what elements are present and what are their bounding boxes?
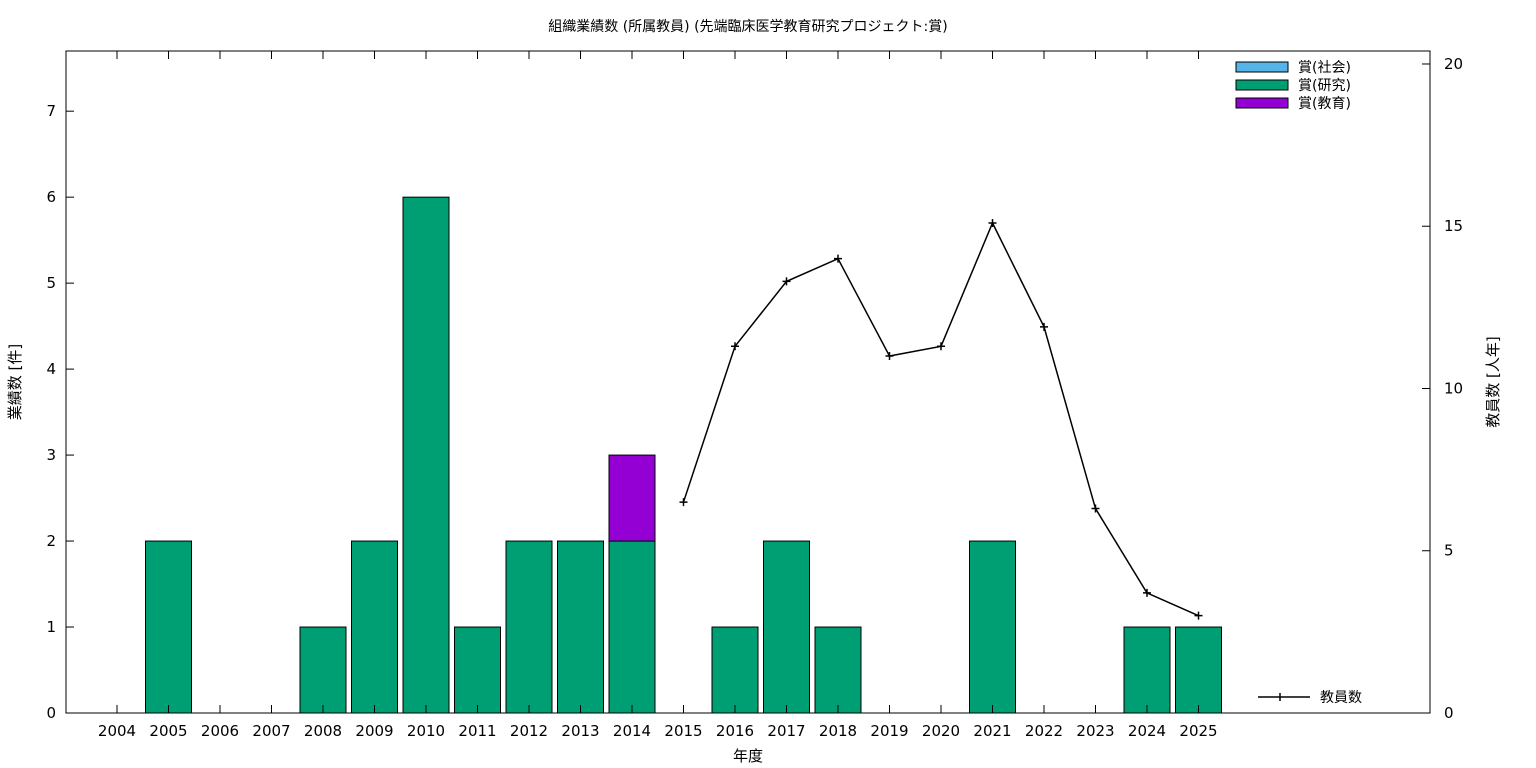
- y-tick-label: 4: [46, 360, 56, 378]
- line-point: [1194, 611, 1203, 620]
- legend-swatch: [1235, 79, 1289, 91]
- x-axis-title: 年度: [733, 747, 763, 765]
- x-tick-label: 2008: [304, 722, 342, 740]
- bar: [711, 626, 759, 714]
- line-point: [1091, 504, 1100, 513]
- y-tick-label: 5: [46, 274, 56, 292]
- y2-tick-label: 10: [1444, 379, 1463, 397]
- legend-swatch: [1235, 97, 1289, 109]
- bars-layer: [145, 196, 1222, 714]
- legend: 賞(社会) 賞(研究) 賞(教育) 教員数: [1235, 60, 1362, 706]
- y-axis-title: 業績数 [件]: [6, 344, 24, 420]
- teacher-count-line: [682, 221, 1199, 617]
- legend-label: 賞(研究): [1298, 78, 1351, 94]
- bar: [402, 196, 450, 714]
- x-tick-label: 2009: [355, 722, 393, 740]
- y2-tick-label: 5: [1444, 542, 1454, 560]
- y-tick-label: 6: [46, 188, 56, 206]
- x-tick-label: 2024: [1128, 722, 1166, 740]
- bar: [454, 626, 501, 714]
- bar: [557, 540, 604, 714]
- bar: [608, 454, 656, 542]
- x-tick-label: 2006: [201, 722, 239, 740]
- x-tick-label: 2021: [973, 722, 1011, 740]
- y-tick-label: 1: [46, 618, 56, 636]
- x-tick-label: 2011: [458, 722, 496, 740]
- line-point: [679, 498, 688, 507]
- y2-tick-label: 0: [1444, 704, 1454, 722]
- x-tick-label: 2007: [252, 722, 290, 740]
- x-tick-label: 2005: [149, 722, 187, 740]
- y2-axis-title: 教員数 [人年]: [1484, 336, 1502, 427]
- x-tick-label: 2023: [1076, 722, 1114, 740]
- legend-label: 賞(社会): [1298, 60, 1351, 76]
- x-tick-label: 2010: [407, 722, 445, 740]
- x-tick-label: 2004: [98, 722, 136, 740]
- y2-tick-label: 20: [1444, 55, 1463, 73]
- x-tick-label: 2017: [767, 722, 805, 740]
- x-tick-label: 2020: [922, 722, 960, 740]
- line-point: [988, 218, 997, 227]
- bar: [1123, 626, 1171, 714]
- bar: [814, 626, 862, 714]
- y-tick-label: 2: [46, 532, 56, 550]
- x-tick-label: 2015: [664, 722, 702, 740]
- bar: [969, 540, 1016, 714]
- line-point: [782, 277, 791, 286]
- bar: [1175, 626, 1222, 714]
- x-tick-label: 2025: [1179, 722, 1217, 740]
- axes-layer: 0 1 2 3 4 5 6 7 0 5 10 15 20 2004 2005 2006 2007 2008 2009…: [46, 51, 1463, 740]
- y2-tick-label: 15: [1444, 217, 1463, 235]
- line-layer: [679, 218, 1203, 620]
- x-tick-label: 2018: [819, 722, 857, 740]
- x-tick-label: 2013: [561, 722, 599, 740]
- bar: [351, 540, 398, 714]
- line-point: [885, 352, 894, 361]
- line-point: [1143, 588, 1151, 597]
- y-tick-label: 0: [46, 704, 56, 722]
- legend-line-label: 教員数: [1320, 690, 1362, 706]
- x-tick-label: 2016: [716, 722, 754, 740]
- bar: [763, 540, 810, 714]
- bar: [145, 540, 192, 714]
- line-point: [731, 342, 739, 351]
- line-point: [834, 254, 842, 263]
- x-tick-label: 2022: [1025, 722, 1063, 740]
- bar: [608, 540, 656, 714]
- x-tick-label: 2019: [870, 722, 908, 740]
- x-tick-label: 2012: [510, 722, 548, 740]
- bar: [505, 540, 553, 714]
- y-tick-label: 7: [46, 102, 56, 120]
- chart-title: 組織業績数 (所属教員) (先端臨床医学教育研究プロジェクト:賞): [548, 19, 947, 35]
- y-tick-label: 3: [46, 446, 56, 464]
- plot-frame: [65, 50, 1431, 714]
- line-point: [937, 342, 945, 351]
- line-point: [1040, 322, 1048, 331]
- x-tick-label: 2014: [613, 722, 651, 740]
- legend-swatch: [1235, 61, 1289, 73]
- bar: [299, 626, 347, 714]
- legend-label: 賞(教育): [1298, 96, 1351, 112]
